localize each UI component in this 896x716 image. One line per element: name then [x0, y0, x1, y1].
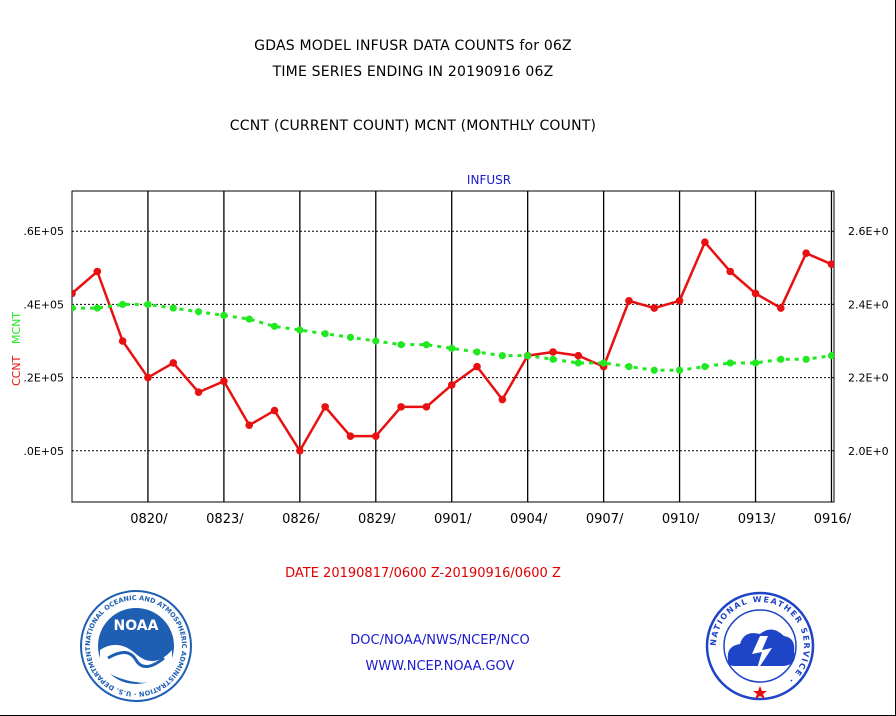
mcnt-point	[777, 355, 785, 363]
ccnt-point	[118, 337, 127, 345]
ccnt-point	[371, 432, 380, 440]
ccnt-point	[422, 403, 431, 411]
mcnt-point	[372, 337, 380, 345]
mcnt-point	[245, 315, 253, 323]
mcnt-point	[600, 359, 608, 367]
y-left-tick-label: .0E+05	[23, 445, 64, 458]
mcnt-point	[675, 366, 684, 374]
ccnt-point	[72, 289, 76, 298]
ccnt-point	[270, 406, 279, 415]
mcnt-point	[397, 341, 405, 349]
y-right-tick-label: 2.4E+0	[848, 298, 889, 311]
mcnt-point	[169, 304, 177, 312]
ccnt-point	[802, 249, 810, 257]
svg-text:NOAA: NOAA	[114, 618, 159, 634]
y-left-tick-label: .4E+05	[23, 298, 64, 311]
ccnt-point	[169, 359, 178, 367]
infusr-line-chart: 0820/0823/0826/0829/0901/0904/0907/0910/…	[10, 173, 889, 527]
y-left-tick-label: .2E+05	[23, 372, 64, 385]
mcnt-point	[194, 308, 203, 316]
title-line-3: CCNT (CURRENT COUNT) MCNT (MONTHLY COUNT…	[229, 118, 597, 134]
noaa-logo-icon: NATIONAL OCEANIC AND ATMOSPHERIC ADMINIS…	[78, 588, 192, 702]
mcnt-point	[701, 363, 709, 371]
mcnt-point	[751, 359, 760, 367]
mcnt-point	[93, 304, 101, 312]
mcnt-axis-label: MCNT	[10, 312, 23, 344]
mcnt-point	[422, 341, 431, 349]
ccnt-point	[194, 388, 203, 397]
x-tick-label: 0901/	[434, 512, 472, 527]
url-line: WWW.NCEP.NOAA.GOV	[365, 659, 515, 674]
ccnt-point	[574, 351, 583, 360]
ccnt-point	[447, 381, 456, 389]
ccnt-point	[220, 377, 228, 386]
ccnt-point	[777, 304, 785, 312]
x-tick-label: 0829/	[358, 512, 396, 527]
ccnt-point	[498, 395, 507, 404]
series-layer	[72, 238, 834, 455]
chart-title: INFUSR	[467, 173, 511, 187]
mcnt-point	[498, 352, 506, 360]
mcnt-point	[296, 326, 304, 334]
mcnt-point	[650, 366, 658, 374]
x-tick-label: 0820/	[130, 512, 168, 527]
mcnt-point	[574, 359, 582, 367]
x-tick-label: 0823/	[206, 512, 244, 527]
title-line-2: TIME SERIES ENDING IN 20190916 06Z	[272, 64, 554, 80]
mcnt-point	[321, 330, 329, 338]
mcnt-point	[524, 352, 532, 360]
mcnt-point	[448, 344, 456, 352]
mcnt-point	[346, 333, 355, 341]
ccnt-point	[827, 260, 834, 268]
ccnt-point	[473, 362, 481, 371]
ccnt-point	[321, 403, 329, 411]
x-tick-label: 0826/	[282, 512, 320, 527]
ccnt-point	[397, 403, 405, 411]
y-right-tick-label: 2.6E+0	[848, 225, 889, 238]
ccnt-point	[144, 373, 152, 382]
mcnt-point	[625, 363, 633, 371]
ccnt-point	[726, 267, 735, 276]
plot-frame	[71, 190, 835, 503]
nws-logo-icon: NATIONAL WEATHER SERVICE ·	[705, 591, 815, 701]
x-tick-label: 0904/	[510, 512, 548, 527]
y-right-tick-label: 2.0E+0	[848, 445, 889, 458]
mcnt-point	[473, 348, 481, 356]
y-left-tick-label: .6E+05	[23, 225, 64, 238]
ccnt-point	[650, 304, 659, 312]
date-range-label: DATE 20190817/0600 Z-20190916/0600 Z	[285, 566, 561, 581]
mcnt-point	[270, 322, 279, 330]
mcnt-point	[72, 304, 76, 312]
x-tick-label: 0916/	[814, 512, 852, 527]
ccnt-point	[549, 348, 557, 356]
ccnt-point	[93, 267, 102, 276]
mcnt-point	[220, 311, 228, 319]
mcnt-point	[802, 355, 810, 363]
ccnt-point	[675, 296, 684, 305]
mcnt-point	[726, 359, 734, 367]
x-tick-label: 0910/	[662, 512, 700, 527]
ccnt-point	[346, 432, 355, 440]
ccnt-axis-label: CCNT	[10, 355, 23, 386]
x-tick-label: 0907/	[586, 512, 624, 527]
axis-labels: 0820/0823/0826/0829/0901/0904/0907/0910/…	[10, 173, 889, 527]
ccnt-point	[296, 446, 304, 455]
mcnt-point	[119, 300, 127, 309]
ccnt-point	[625, 296, 633, 305]
ccnt-point	[701, 238, 709, 247]
title-line-1: GDAS MODEL INFUSR DATA COUNTS for 06Z	[254, 38, 572, 54]
mcnt-point	[549, 355, 557, 363]
y-right-tick-label: 2.2E+0	[848, 372, 889, 385]
ccnt-point	[245, 421, 254, 429]
org-line: DOC/NOAA/NWS/NCEP/NCO	[350, 633, 530, 648]
x-tick-label: 0913/	[738, 512, 776, 527]
ccnt-point	[751, 289, 760, 298]
mcnt-point	[827, 352, 834, 360]
mcnt-point	[144, 300, 152, 309]
